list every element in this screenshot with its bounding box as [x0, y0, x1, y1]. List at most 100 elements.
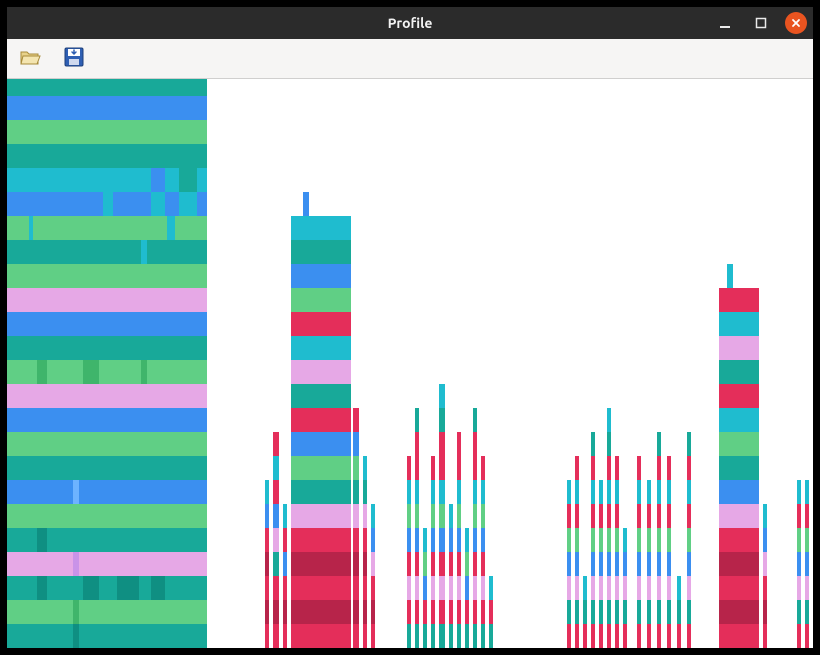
flame-frame[interactable] — [141, 624, 147, 648]
flame-frame[interactable] — [615, 552, 619, 576]
flame-frame[interactable] — [431, 552, 435, 576]
flame-frame[interactable] — [167, 432, 175, 456]
flame-frame[interactable] — [303, 288, 309, 312]
flame-frame[interactable] — [283, 624, 287, 648]
flame-frame[interactable] — [415, 528, 419, 552]
flame-frame[interactable] — [667, 480, 671, 504]
flame-frame[interactable] — [797, 600, 801, 624]
flame-frame[interactable] — [567, 528, 571, 552]
flame-frame[interactable] — [103, 360, 113, 384]
flame-frame[interactable] — [363, 600, 367, 624]
flame-frame[interactable] — [727, 288, 733, 312]
flame-frame[interactable] — [265, 624, 269, 648]
flame-frame[interactable] — [103, 288, 113, 312]
flame-frame[interactable] — [117, 288, 139, 312]
flame-frame[interactable] — [363, 576, 367, 600]
flame-frame[interactable] — [313, 456, 323, 480]
flame-frame[interactable] — [637, 600, 641, 624]
flame-frame[interactable] — [657, 432, 661, 456]
flame-frame[interactable] — [179, 240, 197, 264]
flame-frame[interactable] — [179, 288, 197, 312]
flame-frame[interactable] — [37, 360, 47, 384]
flame-frame[interactable] — [667, 600, 671, 624]
flame-frame[interactable] — [167, 456, 175, 480]
titlebar[interactable]: Profile — [7, 7, 813, 39]
flame-frame[interactable] — [117, 432, 139, 456]
flame-frame[interactable] — [341, 360, 349, 384]
flame-frame[interactable] — [313, 240, 323, 264]
flame-frame[interactable] — [591, 480, 595, 504]
flame-frame[interactable] — [363, 624, 367, 648]
flame-frame[interactable] — [199, 528, 207, 552]
flame-frame[interactable] — [29, 504, 33, 528]
flame-frame[interactable] — [805, 624, 809, 648]
flame-frame[interactable] — [599, 576, 603, 600]
flame-frame[interactable] — [117, 408, 139, 432]
flame-frame[interactable] — [431, 528, 435, 552]
flame-frame[interactable] — [29, 432, 33, 456]
flame-frame[interactable] — [341, 408, 349, 432]
flame-frame[interactable] — [591, 504, 595, 528]
flame-frame[interactable] — [575, 504, 579, 528]
flame-frame[interactable] — [439, 456, 445, 480]
flame-frame[interactable] — [591, 600, 595, 624]
flame-frame[interactable] — [567, 552, 571, 576]
flame-frame[interactable] — [327, 360, 337, 384]
flame-frame[interactable] — [481, 456, 485, 480]
flame-frame[interactable] — [103, 480, 113, 504]
flame-frame[interactable] — [51, 624, 71, 648]
flame-frame[interactable] — [167, 552, 175, 576]
flame-frame[interactable] — [327, 456, 337, 480]
flame-frame[interactable] — [313, 576, 323, 600]
flame-frame[interactable] — [151, 384, 165, 408]
flame-frame[interactable] — [727, 576, 733, 600]
flame-frame[interactable] — [623, 624, 627, 648]
flamegraph[interactable] — [7, 79, 813, 648]
flame-frame[interactable] — [415, 504, 419, 528]
flame-frame[interactable] — [687, 528, 691, 552]
flame-frame[interactable] — [51, 528, 71, 552]
flame-frame[interactable] — [151, 264, 165, 288]
flame-frame[interactable] — [313, 480, 323, 504]
flame-frame[interactable] — [607, 528, 611, 552]
flame-frame[interactable] — [657, 480, 661, 504]
flame-frame[interactable] — [457, 456, 461, 480]
flame-frame[interactable] — [687, 480, 691, 504]
flame-frame[interactable] — [415, 408, 419, 432]
flame-frame[interactable] — [51, 144, 71, 168]
flame-frame[interactable] — [313, 504, 323, 528]
flame-frame[interactable] — [797, 624, 801, 648]
flame-frame[interactable] — [199, 336, 207, 360]
flame-frame[interactable] — [199, 360, 207, 384]
flame-frame[interactable] — [481, 528, 485, 552]
flame-frame[interactable] — [607, 408, 611, 432]
flame-frame[interactable] — [29, 360, 33, 384]
flame-frame[interactable] — [327, 480, 337, 504]
flame-frame[interactable] — [73, 504, 79, 528]
flame-frame[interactable] — [797, 504, 801, 528]
flame-frame[interactable] — [141, 600, 147, 624]
flame-frame[interactable] — [73, 216, 79, 240]
flame-frame[interactable] — [151, 552, 165, 576]
flame-frame[interactable] — [439, 408, 445, 432]
flame-frame[interactable] — [353, 432, 359, 456]
flame-frame[interactable] — [327, 312, 337, 336]
flame-frame[interactable] — [51, 96, 71, 120]
flame-frame[interactable] — [29, 384, 33, 408]
flame-frame[interactable] — [599, 504, 603, 528]
flame-frame[interactable] — [51, 384, 71, 408]
flame-frame[interactable] — [7, 96, 207, 120]
flame-frame[interactable] — [747, 432, 753, 456]
flame-frame[interactable] — [647, 528, 651, 552]
flame-frame[interactable] — [737, 360, 743, 384]
flame-frame[interactable] — [607, 552, 611, 576]
flame-frame[interactable] — [805, 600, 809, 624]
flame-frame[interactable] — [313, 288, 323, 312]
flame-frame[interactable] — [179, 408, 197, 432]
flame-frame[interactable] — [117, 240, 139, 264]
flame-frame[interactable] — [423, 552, 427, 576]
flame-frame[interactable] — [623, 600, 627, 624]
flame-frame[interactable] — [647, 576, 651, 600]
flame-frame[interactable] — [141, 360, 147, 384]
flame-frame[interactable] — [407, 552, 411, 576]
